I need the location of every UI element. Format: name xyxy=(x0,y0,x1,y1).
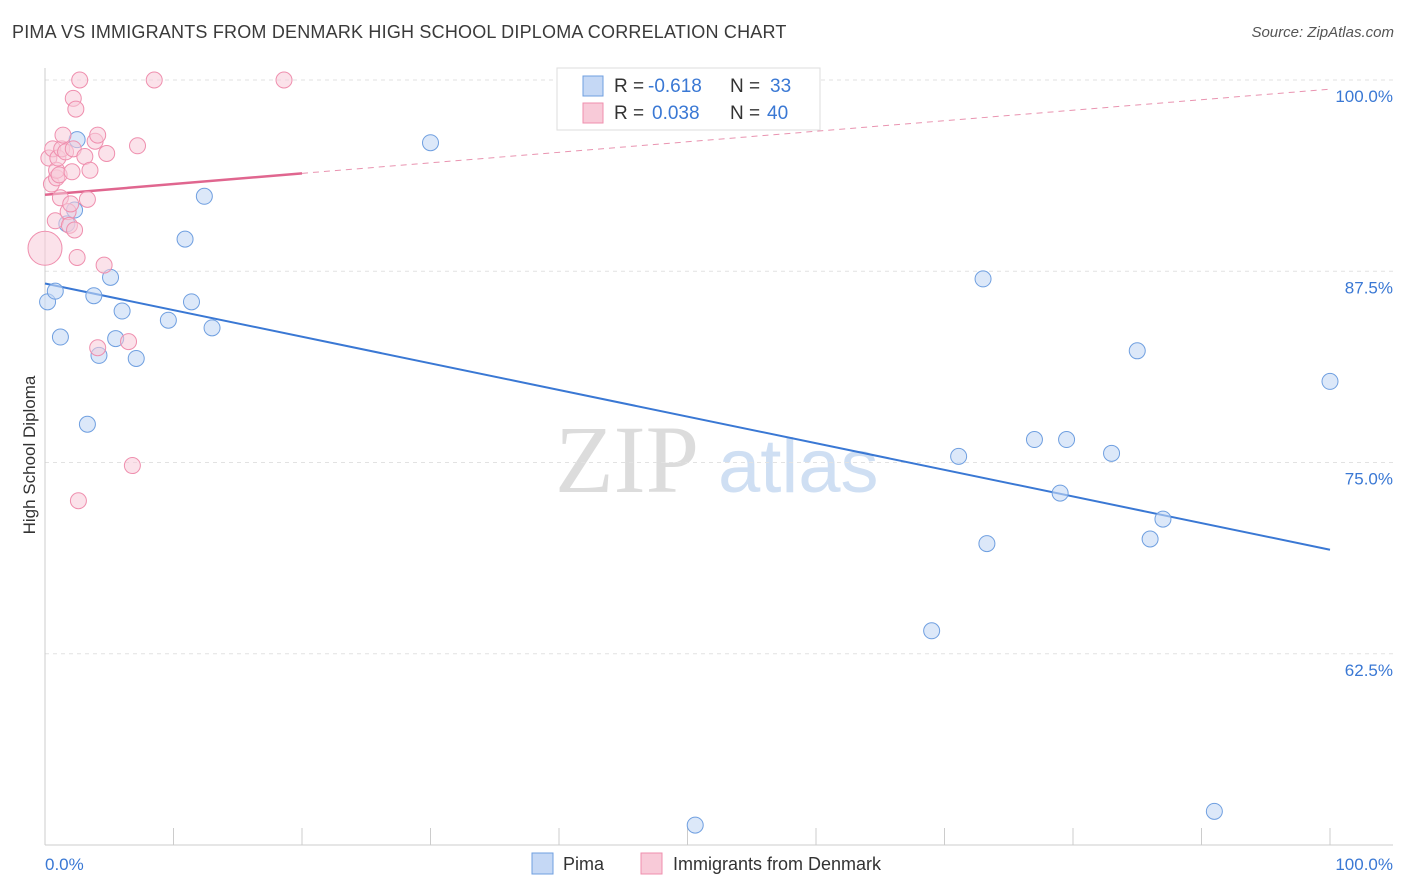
legend-label-pima: Pima xyxy=(563,854,605,874)
y-tick-label: 62.5% xyxy=(1345,661,1393,680)
data-point-pima xyxy=(182,293,200,311)
data-point-pima xyxy=(1205,802,1223,820)
legend-n-value-denmark: 40 xyxy=(767,103,788,124)
data-point-pima xyxy=(1051,484,1069,502)
legend-r-label-denmark: R = xyxy=(614,103,644,124)
data-point-denmark xyxy=(145,71,163,89)
x-tick-label-max: 100.0% xyxy=(1335,855,1393,874)
data-point-denmark xyxy=(120,333,138,351)
data-point-denmark xyxy=(89,126,107,144)
data-point-denmark xyxy=(129,137,147,155)
data-point-pima xyxy=(195,187,213,205)
y-tick-label: 87.5% xyxy=(1345,278,1393,297)
data-point-pima xyxy=(422,134,439,152)
data-point-pima xyxy=(51,328,69,346)
y-tick-label: 100.0% xyxy=(1335,87,1393,106)
data-point-denmark xyxy=(69,492,87,510)
data-point-denmark xyxy=(62,195,80,213)
trend-line-pima xyxy=(44,282,1331,551)
data-point-denmark xyxy=(123,457,141,475)
data-point-pima xyxy=(1103,444,1121,462)
series-legend: Pima Immigrants from Denmark xyxy=(531,852,882,875)
legend-r-value-pima: -0.618 xyxy=(648,76,702,97)
source-label: Source: ZipAtlas.com xyxy=(1251,24,1394,41)
legend-r-value-denmark: 0.038 xyxy=(652,103,700,124)
data-point-pima xyxy=(1128,342,1146,360)
gridlines xyxy=(45,79,1393,655)
y-axis-title: High School Diploma xyxy=(20,375,39,534)
data-point-pima xyxy=(1058,431,1076,449)
legend-label-denmark: Immigrants from Denmark xyxy=(673,854,882,874)
data-point-denmark xyxy=(98,144,116,162)
data-point-denmark xyxy=(66,221,84,239)
legend-n-label-denmark: N = xyxy=(730,103,760,124)
correlation-legend: R = -0.618 N = 33 R = 0.038 N = 40 xyxy=(556,67,821,131)
legend-r-label-pima: R = xyxy=(614,76,644,97)
data-point-denmark xyxy=(63,163,81,181)
watermark-zip: ZIP xyxy=(555,406,699,513)
chart-title: PIMA VS IMMIGRANTS FROM DENMARK HIGH SCH… xyxy=(12,22,787,42)
data-point-pima xyxy=(974,270,992,288)
data-point-pima xyxy=(1025,431,1043,449)
data-point-pima xyxy=(85,287,103,305)
data-point-pima xyxy=(1141,530,1159,548)
data-point-denmark xyxy=(95,256,113,274)
data-point-pima xyxy=(923,622,941,640)
trend-line-denmark xyxy=(44,172,303,196)
data-point-pima xyxy=(978,535,996,553)
tick-labels: 62.5% 75.0% 87.5% 100.0% 0.0% 100.0% xyxy=(45,87,1393,874)
data-points xyxy=(27,71,1339,834)
y-tick-label: 75.0% xyxy=(1345,470,1393,489)
legend-swatch-denmark-r xyxy=(582,102,604,124)
legend-swatch-pima-r xyxy=(582,75,604,97)
data-point-pima xyxy=(1321,372,1339,390)
data-point-pima xyxy=(159,311,177,329)
data-point-denmark xyxy=(81,161,99,179)
trend-line-denmark-extension xyxy=(301,88,1331,174)
data-point-pima xyxy=(78,415,96,433)
x-tick-label-min: 0.0% xyxy=(45,855,84,874)
data-point-pima xyxy=(46,282,64,300)
data-point-pima xyxy=(203,319,221,337)
data-point-denmark xyxy=(67,100,85,118)
data-point-denmark xyxy=(54,126,72,144)
legend-swatch-denmark xyxy=(640,852,663,875)
data-point-denmark xyxy=(68,248,86,266)
data-point-denmark xyxy=(89,339,107,357)
data-point-pima xyxy=(127,349,145,367)
data-point-denmark xyxy=(27,230,63,266)
watermark-atlas: atlas xyxy=(718,424,879,509)
axes xyxy=(44,68,1393,846)
legend-n-label-pima: N = xyxy=(730,76,760,97)
data-point-pima xyxy=(686,816,704,834)
data-point-denmark xyxy=(78,190,96,208)
data-point-pima xyxy=(113,302,131,320)
data-point-denmark xyxy=(71,71,89,89)
data-point-pima xyxy=(950,447,968,465)
data-point-pima xyxy=(176,230,194,248)
data-point-denmark xyxy=(275,71,293,89)
legend-swatch-pima xyxy=(531,852,554,875)
data-point-pima xyxy=(1154,510,1172,528)
legend-n-value-pima: 33 xyxy=(770,76,791,97)
